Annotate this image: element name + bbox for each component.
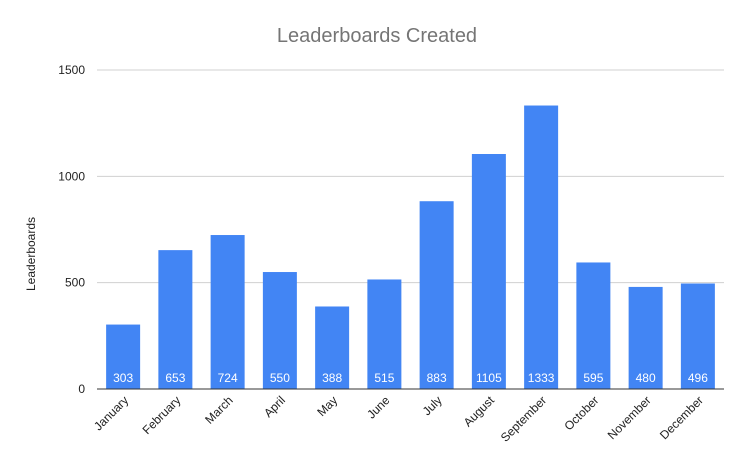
y-axis-label: Leaderboards [24, 217, 38, 291]
data-label: 883 [427, 371, 447, 385]
x-tick-label: March [202, 393, 235, 426]
x-axis-ticks: January February March April May June July Augu… [91, 393, 706, 445]
x-tick-label: May [314, 393, 340, 419]
bar [524, 105, 559, 390]
y-tick-label: 1500 [58, 63, 85, 77]
data-label: 595 [583, 371, 603, 385]
x-tick-label: November [605, 393, 654, 442]
x-tick-label: July [420, 393, 445, 418]
gridlines [97, 69, 724, 284]
bar [158, 250, 193, 389]
y-axis-ticks: 0 500 1000 1500 [58, 63, 85, 396]
y-tick-label: 1000 [58, 169, 85, 183]
bar [628, 286, 663, 389]
x-tick-label: September [498, 393, 549, 444]
data-label: 550 [270, 371, 290, 385]
bars: 303 653 724 550 388 515 883 1105 1333 595 480 496 [106, 105, 715, 390]
data-label: 303 [113, 371, 133, 385]
data-label: 653 [165, 371, 185, 385]
bar [106, 324, 141, 389]
bar [576, 262, 611, 389]
x-tick-label: January [91, 393, 131, 433]
data-label: 496 [688, 371, 708, 385]
x-tick-label: June [364, 393, 393, 422]
y-tick-label: 500 [65, 276, 85, 290]
data-label: 724 [218, 371, 238, 385]
y-tick-label: 0 [78, 382, 85, 396]
bar [315, 306, 350, 389]
bar [680, 283, 715, 389]
x-tick-label: August [461, 393, 498, 430]
x-tick-label: April [261, 393, 288, 420]
bar [367, 279, 402, 389]
x-tick-label: October [561, 393, 601, 433]
bar [471, 154, 506, 389]
bar [210, 235, 245, 389]
data-label: 388 [322, 371, 342, 385]
bar [419, 201, 454, 389]
data-label: 515 [374, 371, 394, 385]
x-tick-label: February [140, 393, 184, 437]
data-label: 1333 [528, 371, 555, 385]
data-label: 480 [636, 371, 656, 385]
x-tick-label: December [657, 393, 706, 442]
bar [262, 272, 297, 389]
chart-title: Leaderboards Created [277, 25, 477, 47]
data-label: 1105 [476, 371, 502, 385]
